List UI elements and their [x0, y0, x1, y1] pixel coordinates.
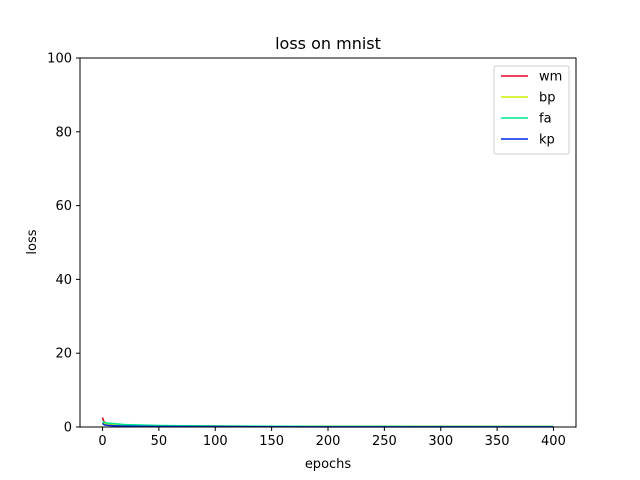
y-tick-label: 0: [64, 421, 72, 436]
y-tick-label: 80: [55, 125, 72, 140]
chart-title: loss on mnist: [275, 34, 381, 53]
y-tick-label: 60: [55, 199, 72, 214]
legend-label-bp: bp: [539, 91, 556, 106]
legend-label-wm: wm: [539, 70, 562, 85]
legend-box: [493, 65, 570, 155]
x-tick-label: 350: [485, 434, 510, 449]
y-tick-label: 100: [47, 52, 72, 67]
legend-label-kp: kp: [539, 133, 555, 148]
x-tick-label: 0: [98, 434, 106, 449]
y-tick-label: 40: [55, 273, 72, 288]
x-tick-label: 150: [259, 434, 284, 449]
x-tick-label: 300: [428, 434, 453, 449]
y-axis-label: loss: [25, 229, 40, 254]
x-tick-label: 200: [316, 434, 341, 449]
legend: wm bp fa kp: [493, 65, 570, 155]
x-axis-label: epochs: [305, 457, 352, 472]
x-axis: 0 50 100 150 200 250 300 350 400: [98, 427, 566, 449]
x-tick-label: 50: [151, 434, 168, 449]
y-tick-label: 20: [55, 347, 72, 362]
y-axis: 0 20 40 60 80 100: [47, 52, 80, 436]
x-tick-label: 250: [372, 434, 397, 449]
x-tick-label: 400: [541, 434, 566, 449]
x-tick-label: 100: [203, 434, 228, 449]
legend-label-fa: fa: [539, 112, 552, 127]
plot-area: [101, 417, 554, 428]
